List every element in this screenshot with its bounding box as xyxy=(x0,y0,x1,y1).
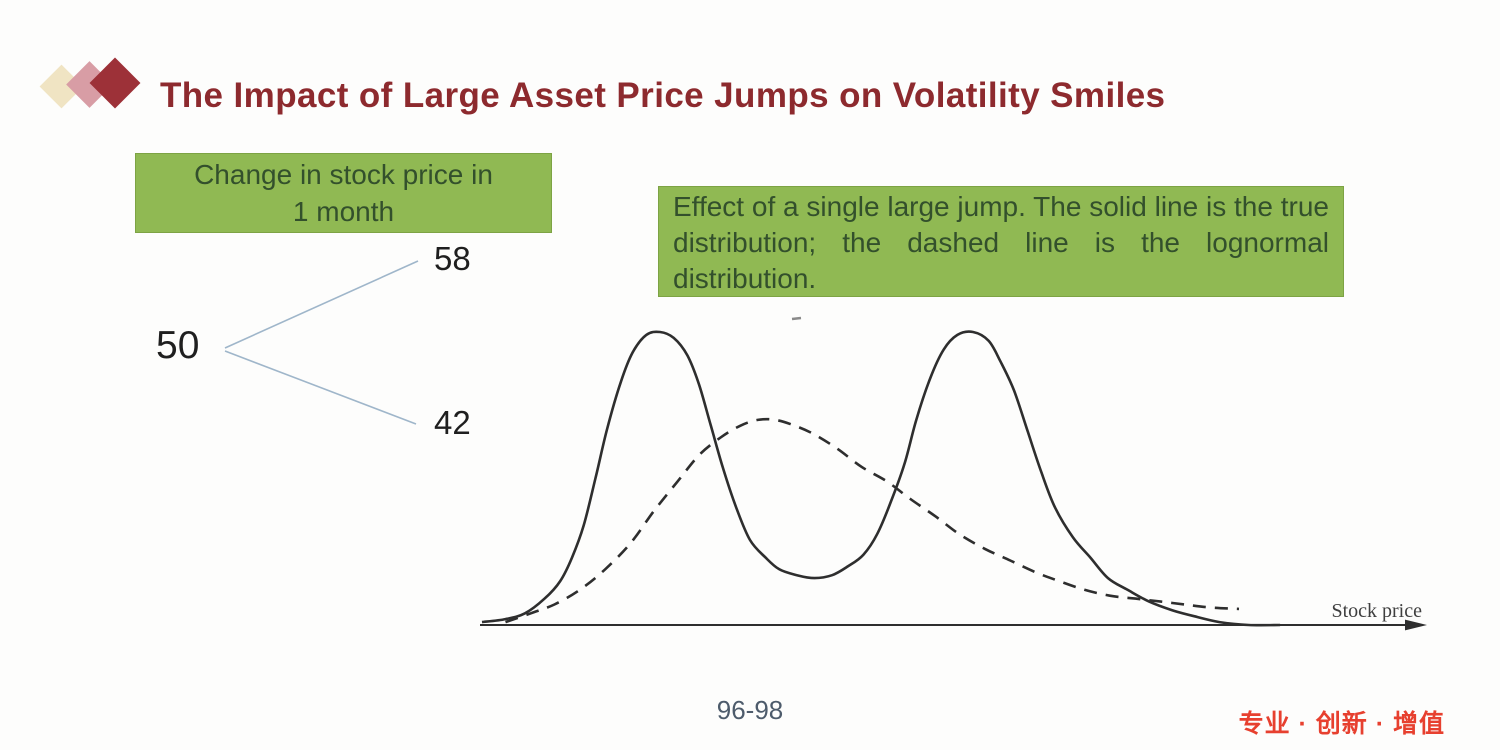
callout-line-1: Change in stock price in xyxy=(194,159,493,190)
tree-node-root: 50 xyxy=(156,324,200,367)
callout-line-2: 1 month xyxy=(292,196,395,227)
distribution-chart: Stock price xyxy=(480,316,1427,631)
footer-slogan: 专业 · 创新 · 增值 xyxy=(1238,710,1445,738)
lognormal-distribution-curve xyxy=(505,417,1240,624)
page-number: 96-98 xyxy=(716,695,784,725)
tree-node-down: 42 xyxy=(434,404,471,441)
x-axis-arrowhead-icon xyxy=(1405,619,1427,631)
slide-title: The Impact of Large Asset Price Jumps on… xyxy=(160,76,1166,115)
tree-branches xyxy=(224,260,419,425)
callout-jump-effect: Effect of a single large jump. The solid… xyxy=(658,186,1344,297)
true-distribution-curve xyxy=(481,330,1281,627)
logo-diamonds-icon xyxy=(38,57,148,130)
stray-mark xyxy=(791,316,802,321)
tree-branch-down xyxy=(224,350,417,425)
diamond-dark-red-icon xyxy=(89,57,141,109)
callout-change-in-stock-price: Change in stock price in 1 month xyxy=(135,153,552,233)
tree-node-up: 58 xyxy=(434,240,471,277)
tree-branch-up xyxy=(224,260,419,349)
x-axis-label: Stock price xyxy=(1331,600,1422,622)
